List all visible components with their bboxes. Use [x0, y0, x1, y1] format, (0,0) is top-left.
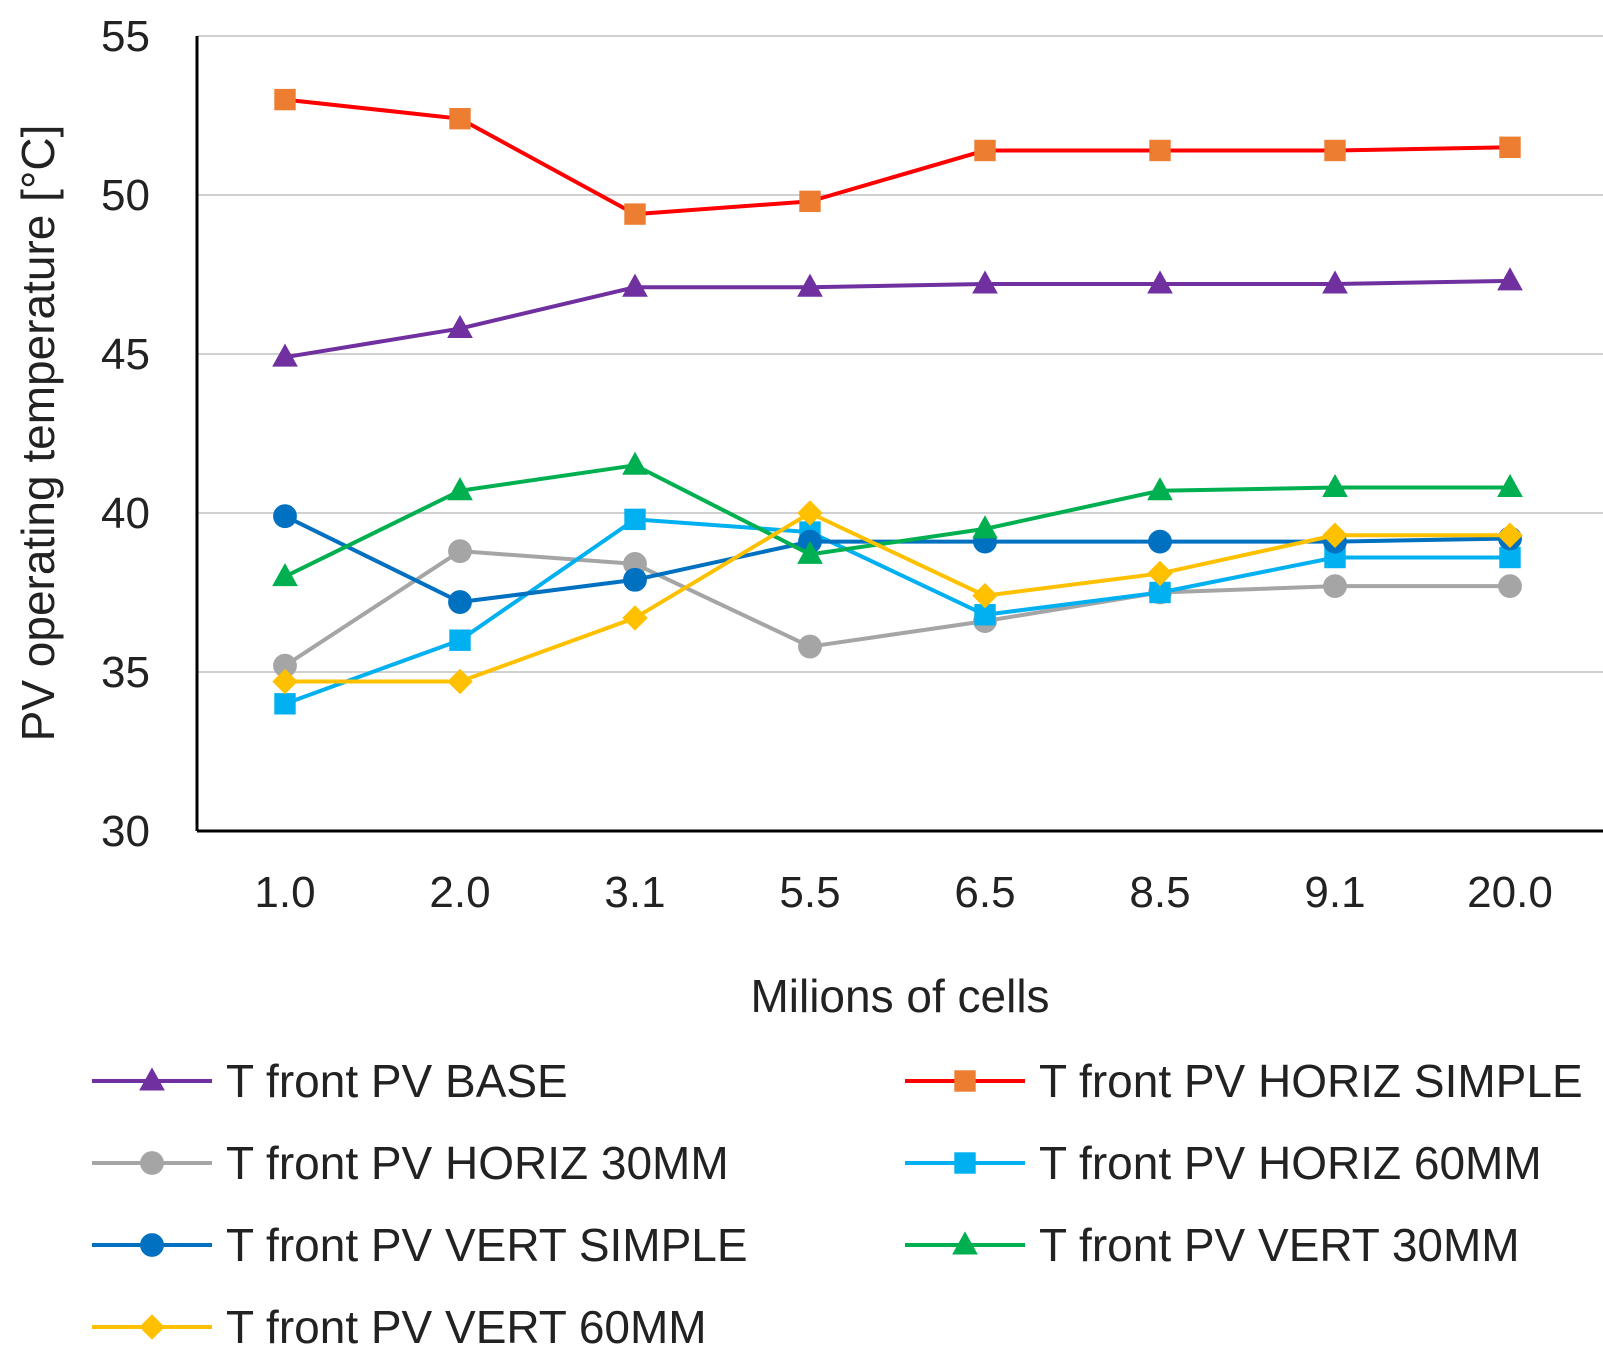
data-point	[797, 500, 823, 526]
data-point	[799, 190, 821, 213]
legend: T front PV BASE T front PV HORIZ SIMPLE T …	[92, 1055, 1583, 1353]
legend-item: T front PV VERT 60MM	[92, 1301, 707, 1353]
data-point	[1499, 546, 1521, 569]
legend-label: T front PV VERT SIMPLE	[226, 1219, 748, 1271]
y-tick-label: 55	[101, 12, 150, 61]
x-tick-label: 9.1	[1304, 868, 1365, 917]
y-tick-label: 40	[101, 489, 150, 538]
data-point	[272, 562, 298, 587]
y-tick-label: 50	[101, 171, 150, 220]
data-point	[448, 590, 472, 614]
x-axis-title: Milions of cells	[750, 970, 1049, 1022]
series-1	[274, 88, 1521, 225]
series-3	[274, 508, 1521, 715]
y-axis-title: PV operating temperature [°C]	[12, 125, 64, 742]
data-point	[272, 668, 298, 695]
y-axis-ticks: 30 35 40 45 50 55	[101, 12, 150, 856]
legend-marker	[139, 1067, 165, 1091]
data-point	[1322, 522, 1348, 548]
x-tick-label: 5.5	[779, 868, 840, 917]
legend-marker	[954, 1070, 976, 1092]
gridlines	[197, 35, 1603, 673]
x-tick-label: 8.5	[1129, 868, 1190, 917]
data-point	[972, 270, 998, 294]
data-point	[624, 508, 646, 531]
series-layer	[272, 88, 1523, 715]
series-line	[284, 97, 1511, 217]
legend-item: T front PV HORIZ SIMPLE	[905, 1055, 1583, 1107]
legend-marker	[139, 1314, 165, 1340]
data-point	[797, 540, 823, 564]
legend-marker	[140, 1151, 164, 1175]
x-tick-label: 2.0	[429, 868, 490, 917]
legend-item: T front PV BASE	[92, 1055, 568, 1107]
data-point	[624, 203, 646, 225]
data-point	[1324, 139, 1346, 162]
series-2	[273, 539, 1522, 678]
legend-label: T front PV VERT 60MM	[226, 1301, 707, 1353]
data-point	[1497, 267, 1523, 291]
legend-label: T front PV BASE	[226, 1055, 568, 1107]
x-tick-label: 3.1	[604, 868, 665, 917]
legend-marker	[952, 1231, 978, 1255]
data-point	[447, 477, 473, 501]
series-6	[272, 500, 1523, 695]
x-tick-label: 20.0	[1467, 868, 1553, 917]
series-0	[272, 267, 1523, 367]
data-point	[449, 107, 471, 130]
series-line	[285, 511, 1510, 684]
data-point	[1499, 136, 1521, 159]
y-tick-label: 35	[101, 648, 150, 697]
y-tick-label: 30	[101, 807, 150, 856]
legend-label: T front PV VERT 30MM	[1039, 1219, 1520, 1271]
data-point	[972, 515, 998, 539]
x-tick-label: 1.0	[254, 868, 315, 917]
x-tick-label: 6.5	[954, 868, 1015, 917]
series-5	[272, 451, 1523, 587]
data-point	[447, 314, 473, 339]
data-point	[1497, 522, 1523, 548]
data-point	[798, 634, 822, 659]
data-point	[449, 629, 471, 651]
legend-item: T front PV HORIZ 30MM	[92, 1137, 729, 1189]
data-point	[448, 539, 472, 564]
data-point	[622, 451, 648, 475]
data-point	[974, 139, 996, 162]
data-point	[622, 273, 648, 297]
data-point	[1147, 560, 1173, 587]
data-point	[972, 582, 998, 609]
legend-item: T front PV VERT 30MM	[905, 1219, 1520, 1271]
data-point	[1498, 574, 1522, 599]
legend-label: T front PV HORIZ 30MM	[226, 1137, 729, 1189]
data-point	[274, 693, 296, 715]
data-point	[274, 88, 296, 111]
data-point	[447, 668, 473, 695]
legend-label: T front PV HORIZ SIMPLE	[1039, 1055, 1583, 1107]
data-point	[1323, 574, 1347, 599]
y-tick-label: 45	[101, 330, 150, 379]
data-point	[1149, 139, 1171, 162]
series-line	[284, 517, 1510, 706]
data-point	[1322, 270, 1348, 294]
legend-label: T front PV HORIZ 60MM	[1039, 1137, 1542, 1189]
data-point	[1147, 270, 1173, 294]
data-point	[1497, 473, 1523, 498]
data-point	[1322, 473, 1348, 498]
legend-item: T front PV HORIZ 60MM	[905, 1137, 1542, 1189]
data-point	[272, 343, 298, 367]
data-point	[1147, 477, 1173, 501]
series-line	[283, 549, 1510, 668]
series-line	[284, 463, 1510, 579]
x-axis-ticks: 1.0 2.0 3.1 5.5 6.5 8.5 9.1 20.0	[254, 868, 1552, 917]
series-line	[284, 278, 1511, 360]
data-point	[273, 504, 297, 529]
data-point	[623, 567, 647, 592]
data-point	[622, 605, 648, 631]
data-point	[797, 273, 823, 297]
legend-marker	[140, 1233, 164, 1257]
legend-item: T front PV VERT SIMPLE	[92, 1219, 748, 1271]
data-point	[1148, 529, 1172, 554]
legend-marker	[954, 1152, 976, 1174]
